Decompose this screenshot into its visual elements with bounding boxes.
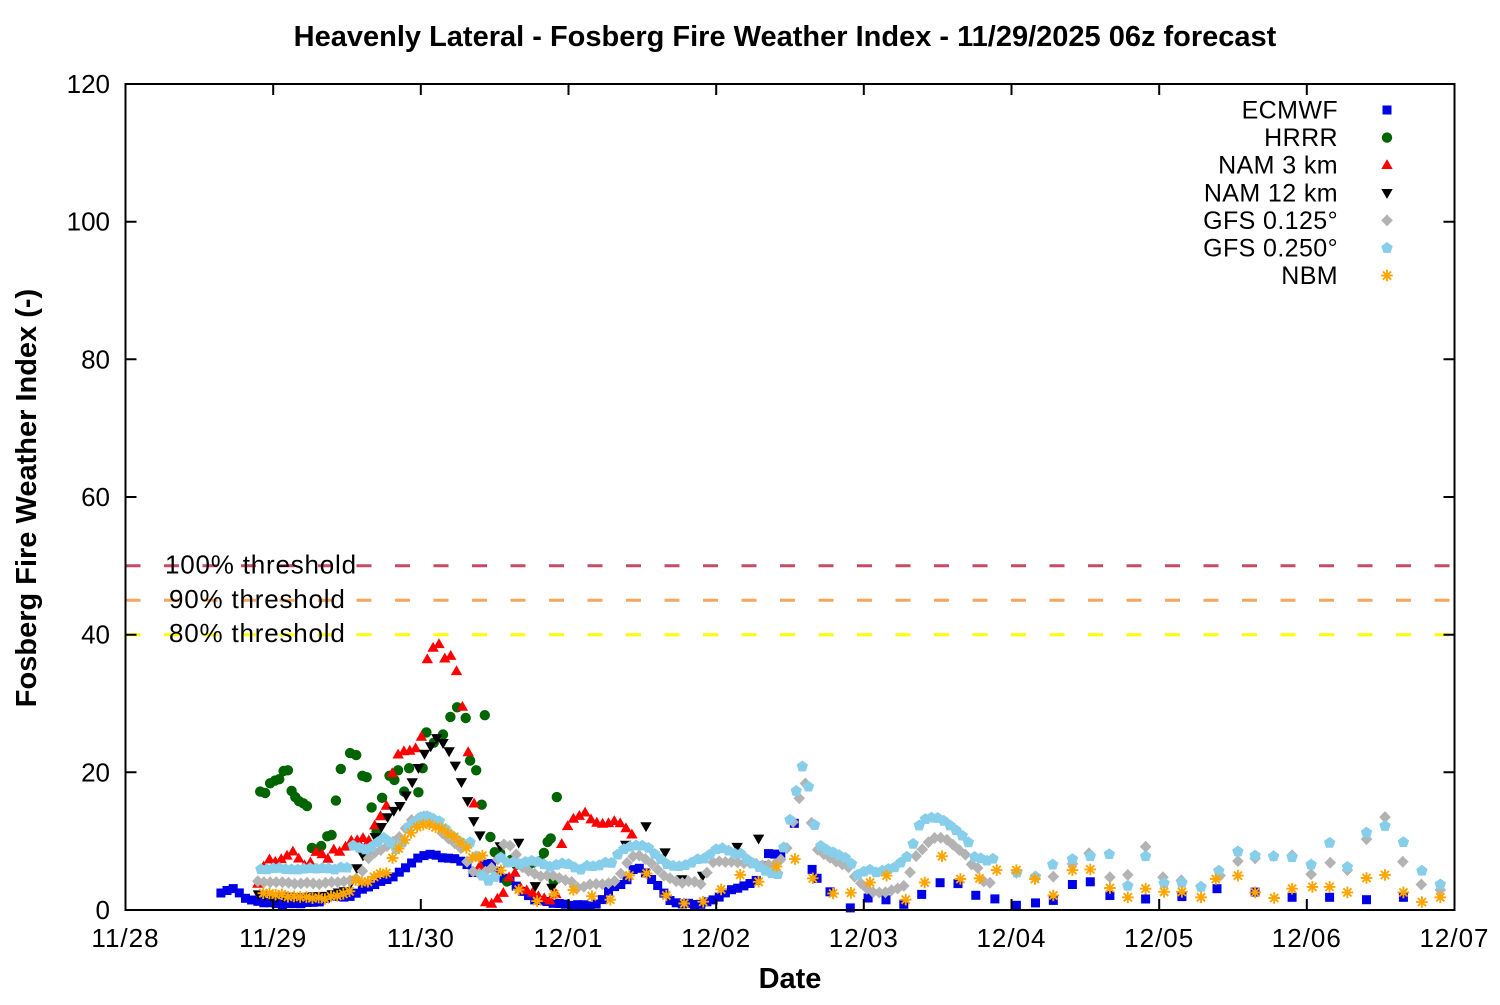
svg-text:12/05: 12/05 <box>1124 923 1194 953</box>
svg-text:Fosberg Fire Weather Index (-): Fosberg Fire Weather Index (-) <box>11 289 43 707</box>
svg-text:12/04: 12/04 <box>976 923 1046 953</box>
svg-text:100% threshold: 100% threshold <box>165 549 357 579</box>
svg-text:120: 120 <box>67 69 110 99</box>
svg-text:NBM: NBM <box>1281 262 1338 290</box>
svg-text:80% threshold: 80% threshold <box>169 618 346 648</box>
svg-text:12/07: 12/07 <box>1419 923 1489 953</box>
svg-text:Heavenly Lateral - Fosberg Fir: Heavenly Lateral - Fosberg Fire Weather … <box>294 21 1277 53</box>
svg-text:ECMWF: ECMWF <box>1242 97 1338 125</box>
svg-text:60: 60 <box>81 482 110 512</box>
svg-text:0: 0 <box>96 895 110 925</box>
svg-text:11/28: 11/28 <box>91 923 159 953</box>
svg-text:11/30: 11/30 <box>387 923 455 953</box>
svg-text:12/06: 12/06 <box>1272 923 1342 953</box>
svg-text:11/29: 11/29 <box>239 923 307 953</box>
svg-text:Date: Date <box>759 963 822 995</box>
svg-text:20: 20 <box>81 757 110 787</box>
svg-text:12/02: 12/02 <box>681 923 751 953</box>
svg-text:GFS 0.125°: GFS 0.125° <box>1203 207 1338 235</box>
svg-text:NAM 3 km: NAM 3 km <box>1218 152 1338 180</box>
svg-text:12/03: 12/03 <box>829 923 899 953</box>
svg-text:NAM 12 km: NAM 12 km <box>1204 179 1338 207</box>
svg-text:GFS 0.250°: GFS 0.250° <box>1203 235 1338 263</box>
svg-text:80: 80 <box>81 344 110 374</box>
svg-text:12/01: 12/01 <box>533 923 603 953</box>
svg-text:90% threshold: 90% threshold <box>169 584 346 614</box>
svg-text:100: 100 <box>67 207 110 237</box>
svg-text:40: 40 <box>81 620 110 650</box>
svg-text:HRRR: HRRR <box>1264 124 1338 152</box>
